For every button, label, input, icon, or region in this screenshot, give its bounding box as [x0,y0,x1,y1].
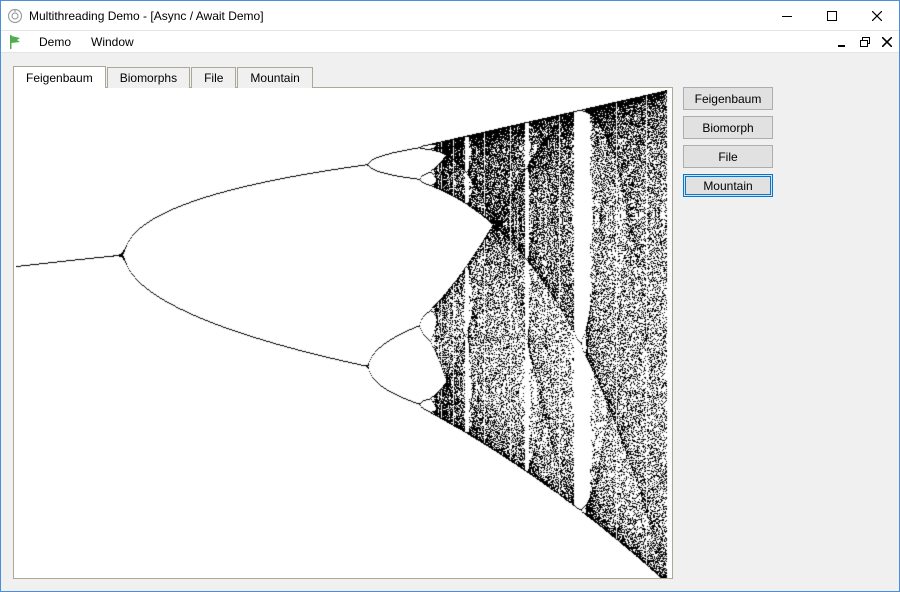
main-window: Multithreading Demo - [Async / Await Dem… [0,0,900,592]
close-button[interactable] [854,1,899,30]
side-button-panel: Feigenbaum Biomorph File Mountain [683,87,773,579]
tab-control: FeigenbaumBiomorphsFileMountain [13,65,673,579]
titlebar: Multithreading Demo - [Async / Await Dem… [1,1,899,31]
mountain-button[interactable]: Mountain [683,174,773,197]
tab-biomorphs[interactable]: Biomorphs [107,67,190,88]
app-icon [7,8,23,24]
tab-feigenbaum[interactable]: Feigenbaum [13,66,106,88]
menu-item-window[interactable]: Window [81,33,144,51]
biomorph-button[interactable]: Biomorph [683,116,773,139]
minimize-button[interactable] [764,1,809,30]
maximize-button[interactable] [809,1,854,30]
menubar: DemoWindow [1,31,899,53]
mdi-restore-button[interactable] [857,34,873,50]
run-flag-icon[interactable] [7,34,23,50]
mdi-controls [835,31,895,52]
feigenbaum-canvas [16,90,668,579]
tab-file[interactable]: File [191,67,236,88]
window-title: Multithreading Demo - [Async / Await Dem… [29,9,764,23]
menu-item-demo[interactable]: Demo [29,33,81,51]
mdi-client-area: FeigenbaumBiomorphsFileMountain Feigenba… [1,53,899,591]
caption-buttons [764,1,899,30]
tab-mountain[interactable]: Mountain [237,67,312,88]
file-button[interactable]: File [683,145,773,168]
mdi-close-button[interactable] [879,34,895,50]
mdi-minimize-button[interactable] [835,34,851,50]
feigenbaum-button[interactable]: Feigenbaum [683,87,773,110]
tab-strip: FeigenbaumBiomorphsFileMountain [13,65,673,87]
tab-panel-feigenbaum [13,87,673,579]
